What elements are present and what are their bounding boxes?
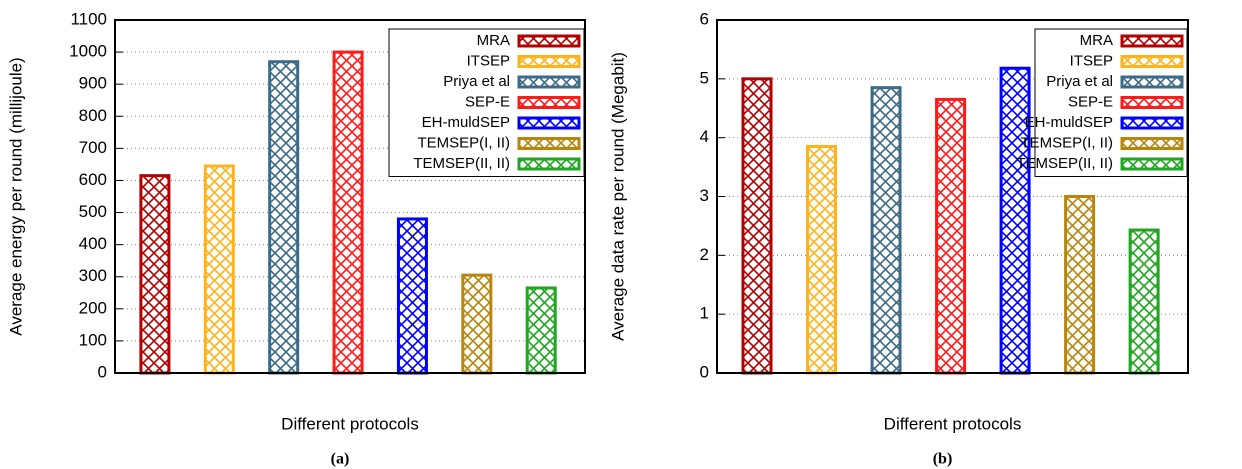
y-tick-label: 5 — [700, 68, 709, 87]
y-tick-label: 700 — [79, 138, 107, 157]
y-tick-label: 4 — [700, 127, 709, 146]
y-tick-label: 1100 — [70, 9, 107, 28]
legend-label: ITSEP — [467, 52, 510, 69]
legend-label: SEP-E — [1068, 93, 1113, 110]
bar — [806, 144, 838, 375]
bar — [741, 77, 773, 375]
legend-swatch — [1120, 34, 1184, 48]
legend-label: TEMSEP(II, II) — [1016, 155, 1113, 172]
caption: (a) — [331, 451, 350, 468]
bar — [139, 174, 171, 375]
y-tick-label: 800 — [79, 106, 107, 125]
legend-label: MRA — [1080, 32, 1113, 49]
y-tick-label: 600 — [79, 170, 107, 189]
legend-label: Priya et al — [1046, 73, 1113, 90]
bar — [870, 86, 902, 375]
legend-swatch — [517, 34, 581, 48]
y-axis-label: Average energy per round (millijoule) — [6, 57, 25, 335]
y-tick-label: 200 — [79, 298, 107, 317]
legend-swatch — [1120, 137, 1184, 150]
bar — [268, 60, 300, 375]
plot-frame — [114, 19, 586, 374]
bar — [396, 217, 428, 375]
x-axis-label: Different protocols — [884, 414, 1022, 433]
legend-swatch — [517, 157, 581, 171]
bar — [461, 273, 493, 375]
y-tick-label: 6 — [700, 9, 709, 28]
y-tick-label: 2 — [700, 245, 709, 264]
legend-label: ITSEP — [1070, 52, 1113, 69]
legend-swatch — [1120, 96, 1184, 109]
legend-swatch — [517, 137, 581, 150]
legend-label: TEMSEP(II, II) — [413, 155, 510, 172]
legend-label: SEP-E — [465, 93, 510, 110]
bar — [1128, 228, 1160, 375]
legend-swatch — [517, 116, 581, 130]
bar — [935, 97, 967, 375]
y-tick-label: 400 — [79, 234, 107, 253]
legend-label: MRA — [477, 32, 510, 49]
legend-swatch — [1120, 75, 1184, 89]
bar — [525, 286, 557, 375]
y-tick-label: 100 — [79, 330, 107, 349]
legend-swatch — [517, 96, 581, 109]
y-tick-label: 500 — [79, 202, 107, 221]
bar — [203, 164, 235, 375]
legend-swatch — [517, 55, 581, 68]
legend-label: TEMSEP(I, II) — [417, 134, 510, 151]
legend-label: TEMSEP(I, II) — [1020, 134, 1113, 151]
y-tick-label: 0 — [98, 362, 107, 381]
bar — [1064, 195, 1096, 375]
legend-label: EH-muldSEP — [1025, 114, 1113, 131]
caption: (b) — [933, 451, 953, 468]
legend-swatch — [1120, 157, 1184, 171]
legend-swatch — [517, 75, 581, 89]
y-tick-label: 900 — [79, 74, 107, 93]
legend-label: Priya et al — [443, 73, 510, 90]
y-tick-label: 1 — [700, 304, 709, 323]
y-tick-label: 3 — [700, 186, 709, 205]
y-tick-label: 300 — [79, 266, 107, 285]
x-axis-label: Different protocols — [281, 414, 419, 433]
y-axis-label: Average data rate per round (Megabit) — [608, 52, 627, 341]
y-tick-label: 0 — [700, 362, 709, 381]
bar — [332, 50, 364, 375]
plot-frame — [716, 19, 1189, 374]
legend-swatch — [1120, 55, 1184, 68]
legend-swatch — [1120, 116, 1184, 130]
legend-label: EH-muldSEP — [422, 114, 510, 131]
y-tick-label: 1000 — [69, 42, 107, 61]
